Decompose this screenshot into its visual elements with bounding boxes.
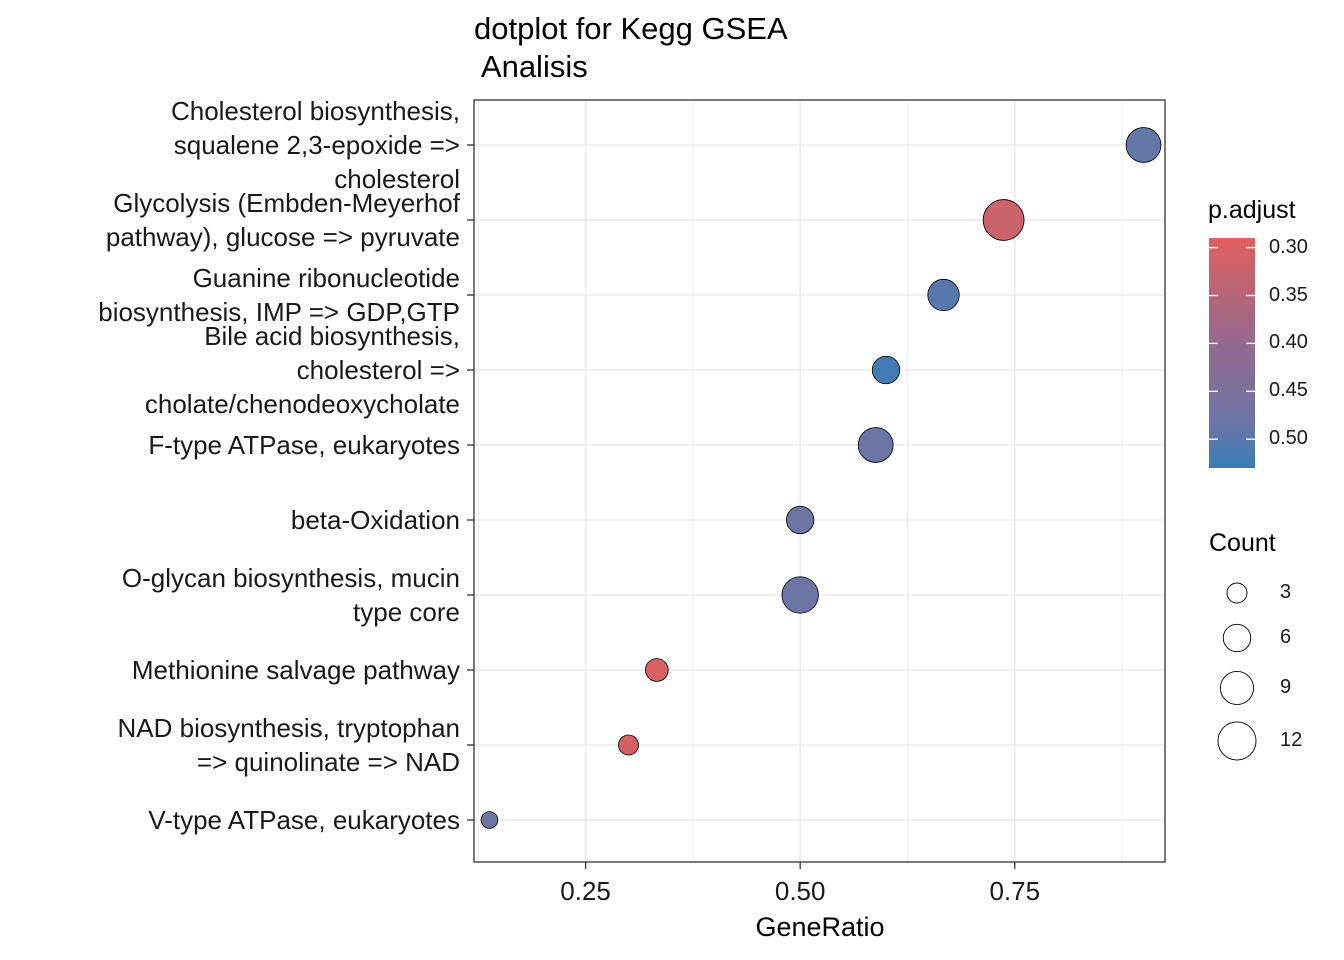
x-axis-label: GeneRatio [755,912,885,942]
size-legend-title: Count [1209,529,1276,557]
y-tick-label: beta-Oxidation [290,505,460,535]
y-tick-label: Glycolysis (Embden-Meyerhof pathway), glu… [105,188,460,252]
size-legend-circles [1217,582,1257,761]
colorbar-ticks [1209,246,1255,440]
data-point [871,355,901,385]
x-tick-label: 0.25 [560,876,611,906]
data-point [857,427,894,463]
colorbar-label: 0.40 [1269,331,1308,354]
y-tick-label: Bile acid biosynthesis, cholesterol => cho… [144,321,460,419]
grid-lines [474,100,1165,862]
size-legend-label: 9 [1280,676,1292,698]
y-tick-label: V-type ATPase, eukaryotes [148,805,460,835]
y-tick-label: NAD biosynthesis, tryptophan => quinolina… [117,713,460,777]
colorbar-label: 0.35 [1269,283,1308,306]
data-point [781,576,819,614]
data-point [1125,127,1162,163]
colorbar-label: 0.50 [1269,427,1308,450]
y-tick-label: Cholesterol biosynthesis, squalene 2,3-ep… [170,96,460,194]
data-point [982,199,1025,241]
y-tick-label: F-type ATPase, eukaryotes [148,430,460,460]
color-legend-title: p.adjust [1208,196,1296,224]
data-point [927,278,960,312]
colorbar-label: 0.30 [1269,235,1308,258]
data-point [786,505,815,535]
colorbar-label: 0.45 [1269,379,1308,402]
size-legend-label: 12 [1280,729,1303,751]
size-legend-circle [1222,623,1252,653]
size-legend-circle [1226,582,1248,604]
x-tick-label: 0.75 [989,876,1041,906]
y-tick-label: O-glycan biosynthesis, mucin type core [121,563,460,627]
points [480,127,1162,829]
chart-title: dotplot for Kegg GSEA Analisis [474,11,788,84]
x-tick-label: 0.50 [774,876,826,906]
size-legend-circle [1217,721,1257,761]
size-legend-circle [1219,670,1255,706]
data-point [618,734,639,756]
colorbar [1209,238,1255,468]
axis-ticks [467,144,1016,869]
data-point [480,811,499,829]
data-point [645,658,669,682]
size-legend-label: 3 [1280,581,1292,603]
y-tick-label: Guanine ribonucleotide biosynthesis, IMP … [98,263,460,327]
size-legend-label: 6 [1280,626,1292,648]
y-tick-label: Methionine salvage pathway [131,655,460,685]
